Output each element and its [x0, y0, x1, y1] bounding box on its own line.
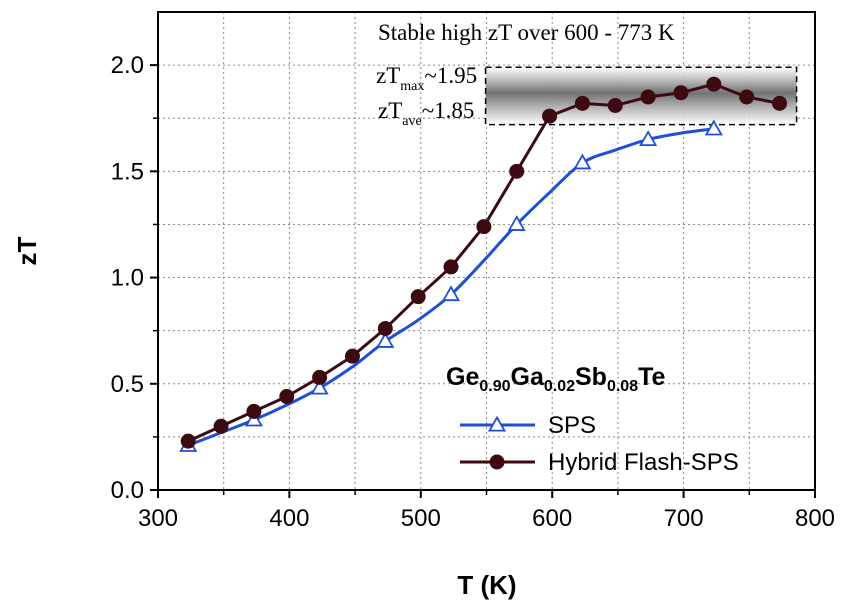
annotation-zt-ave-base: zT	[378, 98, 402, 123]
x-axis-label: T (K)	[457, 570, 516, 600]
data-point	[704, 119, 723, 136]
legend-title-element: Ge	[446, 363, 479, 391]
data-point	[443, 259, 459, 275]
y-tick-label: 0.0	[111, 477, 144, 504]
legend-title-element: Sb	[575, 363, 607, 391]
data-point	[410, 289, 426, 305]
data-point	[244, 410, 263, 427]
x-tick-label: 700	[664, 505, 704, 532]
y-tick-label: 2.0	[111, 52, 144, 79]
legend-title-element: Ga	[511, 363, 545, 391]
annotation-zt-max: zTmax~1.95	[376, 63, 477, 94]
legend-marker	[489, 454, 505, 470]
data-point	[213, 418, 229, 434]
legend-marker	[487, 415, 507, 432]
data-point	[542, 108, 558, 124]
series-hybrid-flash-sps	[180, 76, 788, 449]
data-point	[312, 369, 328, 385]
data-point	[310, 378, 329, 395]
legend-title: Ge0.90Ga0.02Sb0.08Te	[446, 363, 666, 395]
y-tick-label: 0.5	[111, 371, 144, 398]
axis-ticks: 300 400 500 600 700 800 0.0 0.5 1.0 1.5 2.0	[111, 52, 835, 532]
legend: Ge0.90Ga0.02Sb0.08Te SPS Hybrid Flash-SPS	[446, 363, 739, 476]
data-point	[441, 285, 461, 302]
legend-title-subscript: 0.90	[479, 378, 510, 395]
annotation-zt-max-base: zT	[376, 63, 400, 88]
x-tick-label: 600	[532, 505, 572, 532]
annotation-zt-ave: zTave~1.85	[378, 98, 474, 129]
data-point	[673, 85, 689, 101]
data-point	[180, 433, 196, 449]
legend-title-element: Te	[638, 363, 665, 391]
data-point	[279, 389, 295, 405]
data-point	[376, 331, 395, 348]
legend-label: SPS	[548, 412, 596, 439]
data-point	[739, 89, 755, 105]
annotation-zt-ave-value: ~1.85	[422, 98, 475, 123]
data-point	[509, 163, 525, 179]
data-point	[639, 130, 658, 146]
data-point	[507, 215, 526, 231]
annotation-top-text: Stable high zT over 600 - 773 K	[378, 20, 675, 45]
data-point	[246, 403, 262, 419]
data-point	[607, 97, 623, 113]
data-point	[640, 89, 656, 105]
legend-label: Hybrid Flash-SPS	[548, 449, 739, 476]
legend-title-subscript: 0.02	[544, 378, 575, 395]
x-tick-label: 300	[138, 505, 178, 532]
series-group	[179, 76, 788, 452]
data-point	[772, 95, 788, 111]
data-point	[574, 95, 590, 111]
legend-title-subscript: 0.08	[607, 378, 638, 395]
data-point	[377, 321, 393, 337]
data-point	[573, 153, 592, 170]
data-point	[706, 76, 722, 92]
y-tick-label: 1.0	[111, 265, 144, 292]
series-sps	[179, 119, 723, 452]
y-tick-label: 1.5	[111, 158, 144, 185]
data-point	[476, 219, 492, 235]
x-tick-label: 400	[269, 505, 309, 532]
y-axis-label: zT	[12, 236, 42, 265]
x-tick-label: 500	[401, 505, 441, 532]
annotation-zt-max-sub: max	[400, 79, 424, 94]
x-tick-label: 800	[795, 505, 835, 532]
annotation-zt-ave-sub: ave	[402, 114, 421, 129]
annotation-zt-max-value: ~1.95	[424, 63, 477, 88]
data-point	[344, 348, 360, 364]
